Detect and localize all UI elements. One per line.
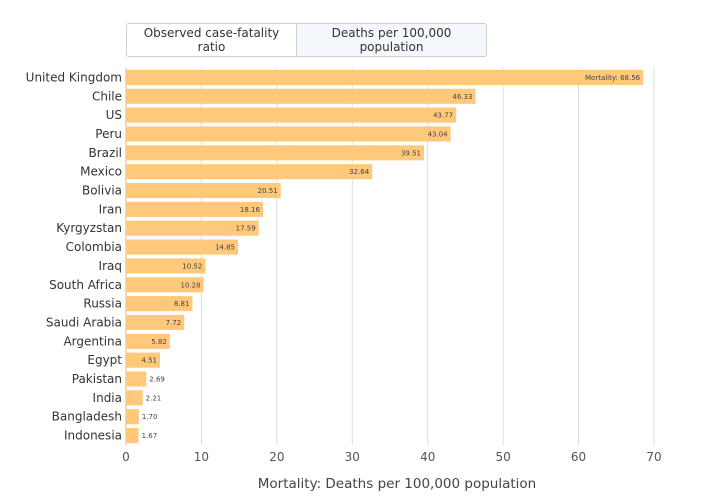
- data-label: 43.77: [433, 112, 453, 120]
- x-tick-label: 60: [571, 450, 586, 464]
- bar-bolivia[interactable]: [126, 182, 281, 199]
- bar-india[interactable]: [126, 390, 143, 406]
- category-label: Kyrgyzstan: [56, 221, 122, 235]
- bar-south-africa[interactable]: [126, 277, 204, 293]
- category-label: Iraq: [99, 259, 122, 273]
- data-label: 17.59: [236, 225, 256, 233]
- data-label: 2.69: [149, 376, 165, 384]
- data-label: Mortality: 68.56: [585, 74, 641, 82]
- category-label: South Africa: [49, 278, 122, 292]
- category-label: Mexico: [80, 165, 122, 179]
- bar-russia[interactable]: [126, 296, 193, 312]
- grid-lines: [125, 68, 655, 445]
- data-label: 10.52: [182, 262, 202, 270]
- bar-united-kingdom[interactable]: [126, 69, 644, 85]
- category-label: Colombia: [66, 240, 122, 254]
- category-label: Russia: [83, 297, 122, 311]
- bar-colombia[interactable]: [126, 239, 239, 255]
- bar-kyrgyzstan[interactable]: [126, 220, 259, 236]
- category-label: Peru: [95, 127, 122, 141]
- data-label: 4.51: [141, 357, 157, 365]
- category-label: US: [106, 108, 122, 122]
- data-label: 18.16: [240, 206, 261, 214]
- x-tick-label: 70: [646, 450, 661, 464]
- category-label: Bangladesh: [52, 410, 122, 424]
- bar-brazil[interactable]: [126, 145, 425, 161]
- category-label: Egypt: [87, 353, 122, 367]
- category-label: Brazil: [89, 146, 123, 160]
- data-label: 14.85: [215, 244, 235, 252]
- x-tick-label: 30: [345, 450, 360, 464]
- data-label: 46.33: [452, 93, 472, 101]
- x-axis-ticks: 0 10 20 30 40 50 60 70: [122, 450, 661, 464]
- category-label: Indonesia: [64, 429, 122, 443]
- bar-mexico[interactable]: [126, 164, 373, 180]
- bar-indonesia[interactable]: [126, 428, 139, 444]
- data-label: 1.67: [142, 432, 158, 440]
- bar-peru[interactable]: [126, 126, 451, 142]
- bar-chile[interactable]: [126, 88, 476, 104]
- data-label: 20.51: [258, 187, 278, 195]
- data-label: 2.21: [146, 394, 162, 402]
- data-label: 1.70: [142, 413, 158, 421]
- x-tick-label: 40: [420, 450, 435, 464]
- category-label: Chile: [92, 89, 122, 103]
- x-tick-label: 50: [496, 450, 511, 464]
- category-label: Bolivia: [82, 184, 122, 198]
- category-label: Argentina: [63, 334, 122, 348]
- category-label: United Kingdom: [26, 70, 122, 84]
- x-tick-label: 20: [269, 450, 284, 464]
- x-tick-label: 0: [122, 450, 130, 464]
- bar-iran[interactable]: [126, 201, 263, 217]
- category-label: India: [93, 391, 122, 405]
- data-label: 7.72: [166, 319, 182, 327]
- bar-egypt[interactable]: [126, 352, 161, 368]
- bar-argentina[interactable]: [126, 333, 170, 349]
- x-axis-title: Mortality: Deaths per 100,000 population: [258, 476, 536, 492]
- bar-pakistan[interactable]: [126, 371, 147, 387]
- data-label: 5.82: [151, 338, 167, 346]
- category-label: Iran: [99, 202, 122, 216]
- bar-us[interactable]: [126, 107, 457, 123]
- bars: Mortality: 68.56 46.33 43.77 43.04 39.51 32.6…: [126, 69, 644, 444]
- case-fatality-ratio-button[interactable]: Observed case-fatality ratio: [126, 23, 297, 57]
- category-labels: United Kingdom Chile US Peru Brazil Mexico Bol…: [26, 70, 123, 442]
- bar-iraq[interactable]: [126, 258, 206, 274]
- deaths-per-100k-button[interactable]: Deaths per 100,000 population: [297, 23, 487, 57]
- bar-saudi-arabia[interactable]: [126, 314, 185, 331]
- data-label: 32.64: [349, 168, 370, 176]
- data-label: 43.04: [428, 130, 449, 138]
- metric-toggle-group: Observed case-fatality ratio Deaths per …: [126, 23, 487, 57]
- x-tick-label: 10: [194, 450, 209, 464]
- category-label: Pakistan: [72, 372, 122, 386]
- data-label: 10.28: [180, 281, 200, 289]
- data-label: 39.51: [401, 149, 421, 157]
- category-label: Saudi Arabia: [46, 315, 122, 329]
- bar-bangladesh[interactable]: [126, 409, 139, 425]
- data-label: 8.81: [174, 300, 190, 308]
